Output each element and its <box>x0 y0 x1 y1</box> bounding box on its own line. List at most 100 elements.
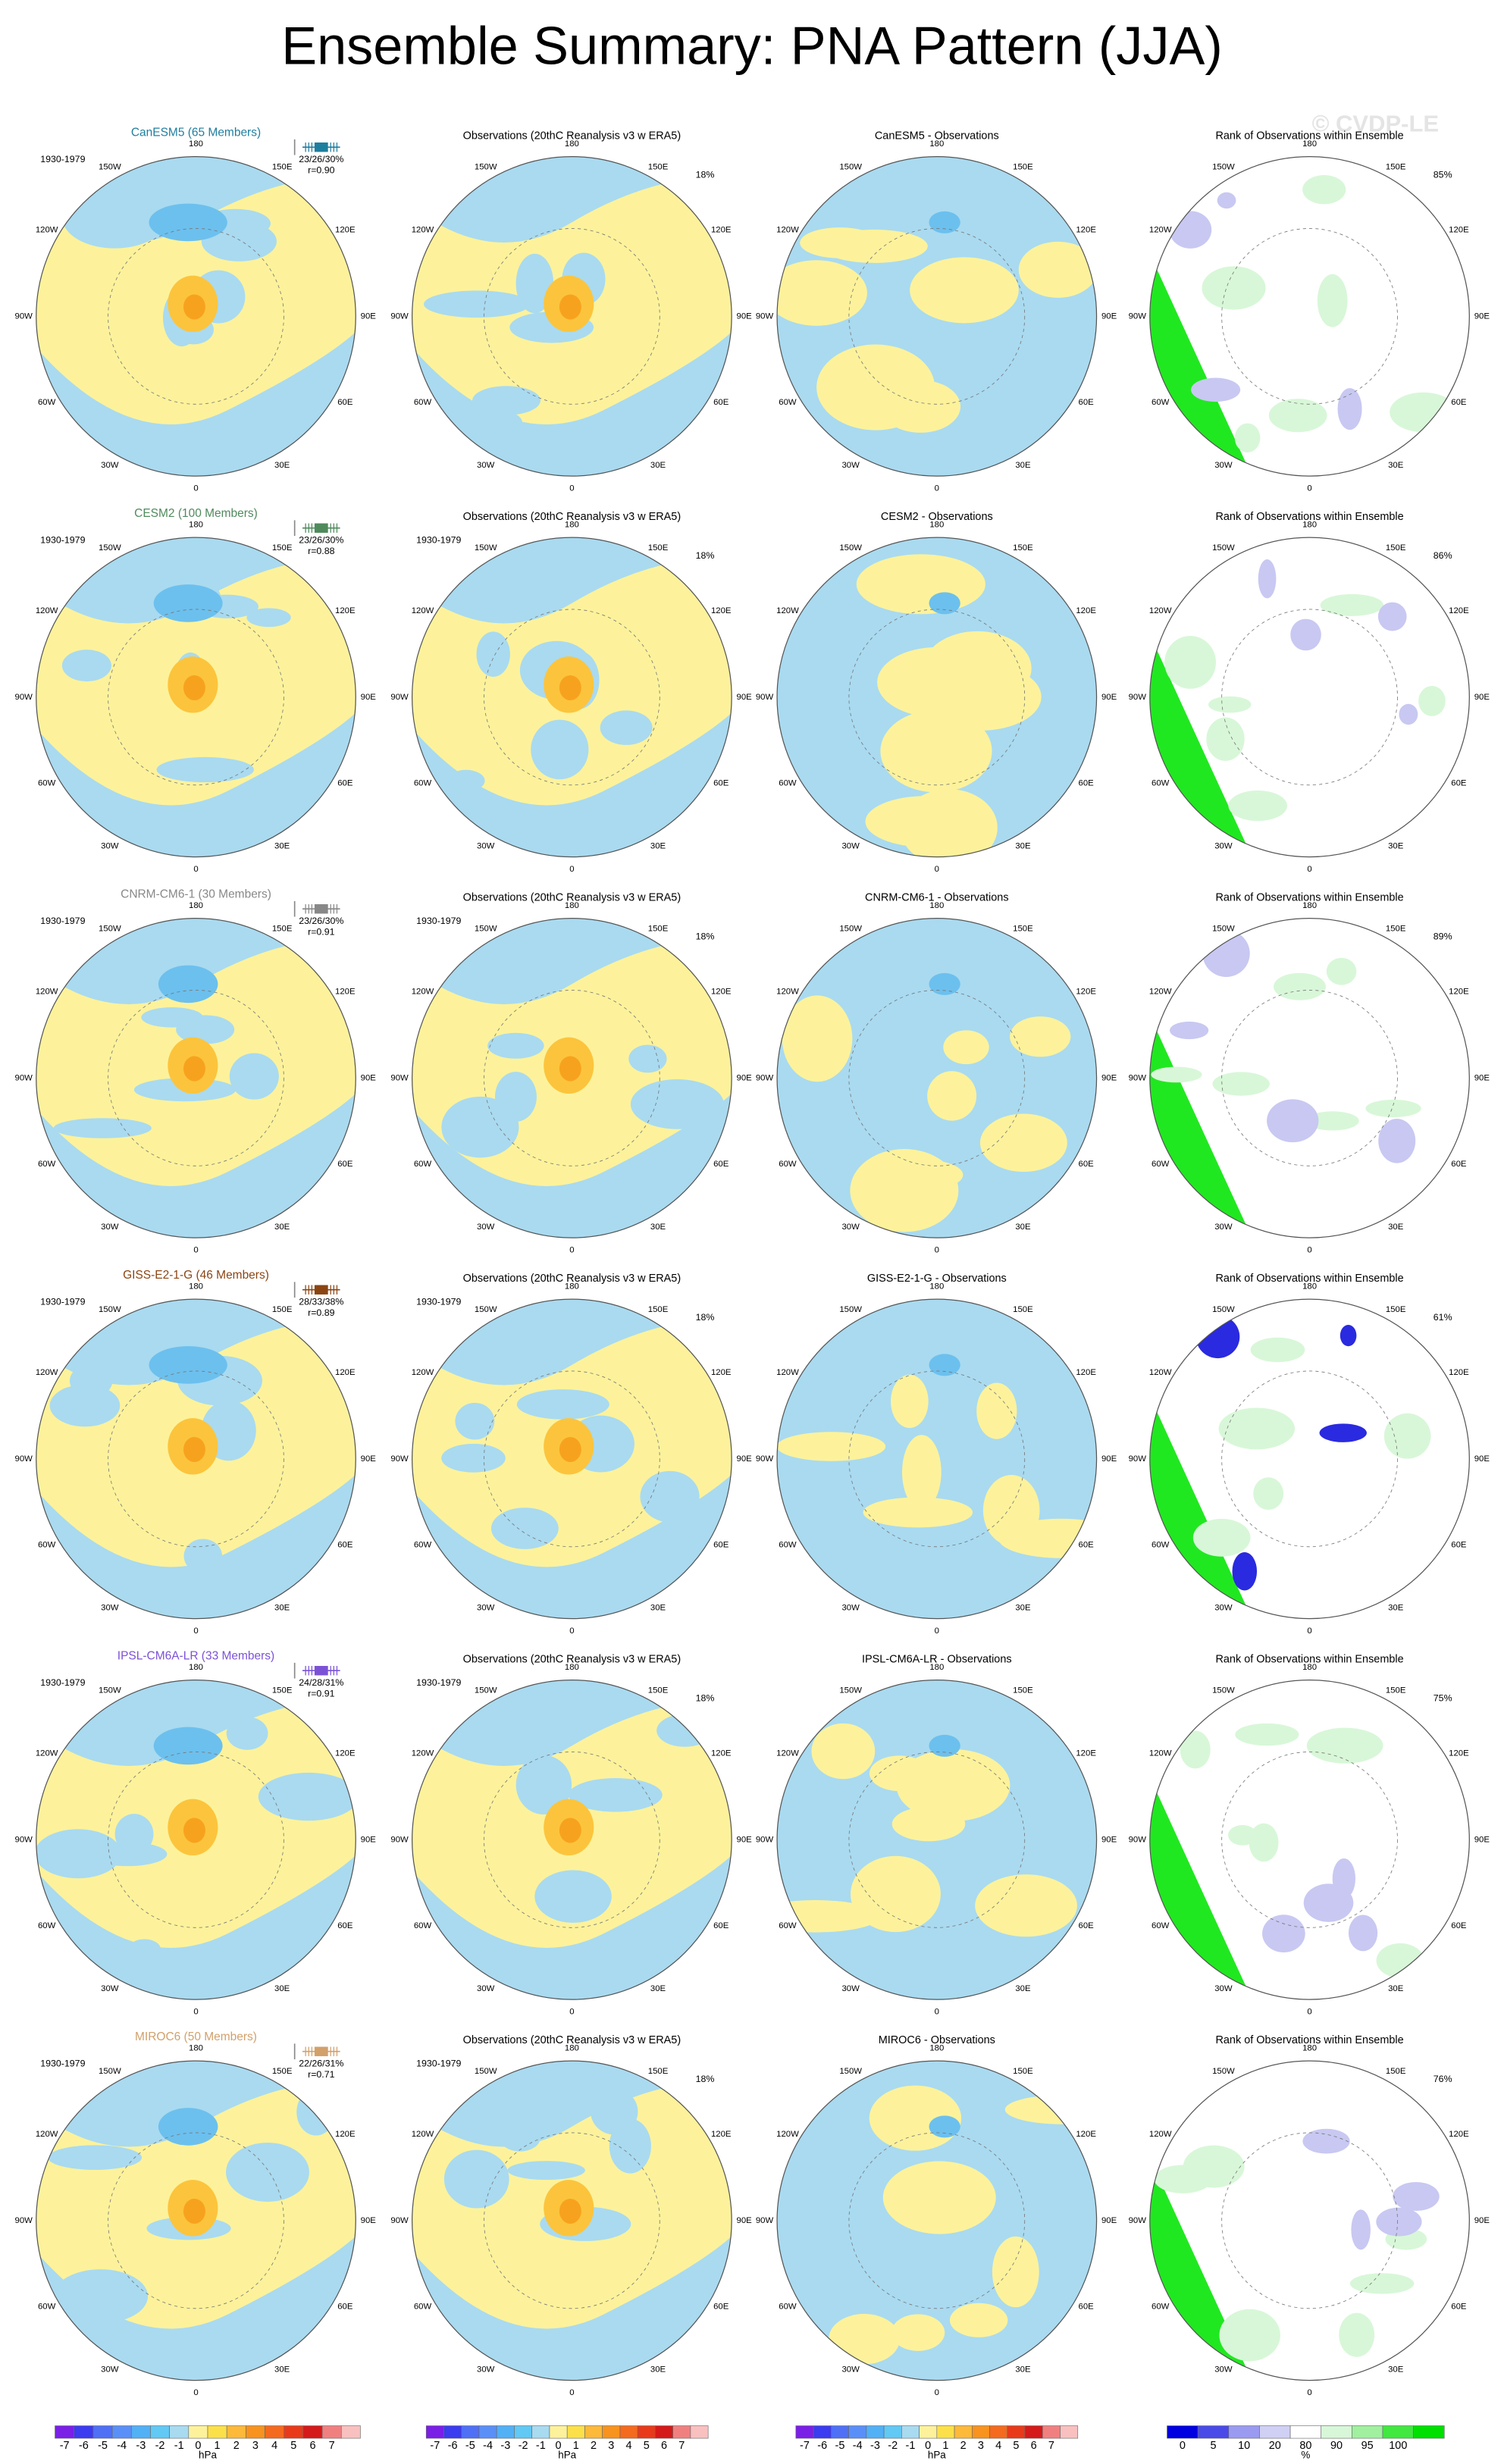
negative-blob <box>183 1539 223 1573</box>
obs-title: Observations (20thC Reanalysis v3 w ERA5… <box>463 130 682 142</box>
longitude-label: 90W <box>390 693 409 702</box>
longitude-label: 60E <box>1451 779 1467 788</box>
correlation: r=0.90 <box>308 164 335 175</box>
negative-blob <box>443 2149 509 2209</box>
colorbar-box <box>848 2425 867 2439</box>
longitude-label: 90E <box>737 1073 753 1082</box>
longitude-label: 30W <box>841 842 860 851</box>
negative-blob <box>156 756 254 783</box>
longitude-label: 120W <box>412 1749 434 1758</box>
negative-blob <box>490 1508 559 1549</box>
longitude-label: 60W <box>38 1921 56 1930</box>
colorbar-box <box>226 2425 246 2439</box>
longitude-label: 0 <box>193 1626 198 1636</box>
watermark: © CVDP-LE <box>1312 110 1439 136</box>
rank-pct: 76% <box>1434 2074 1452 2084</box>
colorbar-box <box>1167 2425 1198 2439</box>
obs-period: 1930-1979 <box>416 535 461 546</box>
longitude-label: 180 <box>565 2044 579 2053</box>
colorbar-box <box>425 2425 444 2439</box>
rank-high-blob <box>1273 972 1326 1000</box>
longitude-label: 0 <box>1307 1626 1311 1636</box>
rank-high-blob <box>1339 2312 1375 2357</box>
longitude-label: 90E <box>1474 2216 1490 2225</box>
longitude-label: 90E <box>737 1454 753 1464</box>
colorbar-label: -6 <box>448 2440 458 2452</box>
colorbar-box <box>130 2425 151 2439</box>
obs-pct: 18% <box>696 170 715 180</box>
rank-low-blob <box>1191 377 1241 402</box>
arctic-outline <box>108 2132 284 2309</box>
positive-blob <box>811 1723 876 1780</box>
longitude-label: 120W <box>412 1368 434 1377</box>
stats: 23/26/30% <box>299 154 343 164</box>
longitude-label: 30E <box>1015 461 1031 470</box>
map-border <box>776 1679 1098 2000</box>
longitude-label: 150W <box>839 2067 862 2076</box>
positive-blob <box>869 1755 930 1792</box>
negative-core <box>929 972 960 995</box>
diff-title: GISS-E2-1-G - Observations <box>867 1273 1007 1285</box>
negative-ring <box>412 712 732 857</box>
colorbar-box <box>1352 2425 1383 2439</box>
longitude-label: 150E <box>272 925 293 934</box>
colorbar-box <box>246 2425 265 2439</box>
negative-ring <box>36 1474 356 1619</box>
longitude-label: 30W <box>477 1984 495 1993</box>
longitude-label: 180 <box>929 2044 944 2053</box>
rank-pct: 75% <box>1434 1693 1452 1704</box>
negative-core <box>929 592 960 615</box>
longitude-label: 150W <box>1212 1686 1235 1695</box>
longitude-label: 180 <box>189 1663 203 1672</box>
longitude-label: 60W <box>38 1160 56 1169</box>
longitude-label: 30W <box>841 1223 860 1232</box>
rank-high-blob <box>1228 1824 1258 1846</box>
longitude-label: 150W <box>475 2067 497 2076</box>
colorbar-box <box>514 2425 533 2439</box>
rank-low-blob <box>1337 388 1362 430</box>
positive-peak <box>559 294 581 320</box>
rank-low-blob <box>1303 1883 1354 1922</box>
longitude-label: 90W <box>756 312 774 321</box>
rank-title: Rank of Observations within Ensemble <box>1215 511 1403 523</box>
colorbar-label: 5 <box>1210 2440 1216 2452</box>
positive-blob <box>910 257 1019 324</box>
longitude-label: 90W <box>756 1835 774 1844</box>
negative-blob <box>531 719 589 780</box>
negative-blob <box>226 2142 309 2202</box>
colorbar-label: -3 <box>870 2440 880 2452</box>
negative-ring <box>412 1474 732 1619</box>
longitude-label: 120W <box>776 226 799 235</box>
negative-core <box>153 1727 223 1765</box>
longitude-label: 150W <box>475 543 497 553</box>
longitude-label: 60E <box>1079 2303 1095 2312</box>
longitude-label: 0 <box>1307 865 1311 874</box>
colorbar-box <box>954 2425 973 2439</box>
longitude-label: 90E <box>361 1454 377 1464</box>
stats: 28/33/38% <box>299 1297 343 1307</box>
map <box>36 537 356 857</box>
longitude-label: 0 <box>935 1246 939 1255</box>
longitude-label: 120E <box>1449 226 1469 235</box>
rank-pct: 89% <box>1434 931 1452 942</box>
longitude-label: 0 <box>935 484 939 493</box>
colorbar-label: -1 <box>174 2440 184 2452</box>
longitude-label: 30W <box>1214 1223 1233 1232</box>
longitude-label: 150E <box>1013 1305 1033 1314</box>
colorbar-box <box>1289 2425 1322 2439</box>
longitude-label: 150E <box>648 925 669 934</box>
positive-peak <box>183 2198 205 2224</box>
colorbar-box <box>1007 2425 1026 2439</box>
longitude-label: 60W <box>414 2303 432 2312</box>
longitude-label: 120E <box>1449 1368 1469 1377</box>
longitude-label: 180 <box>1302 1663 1317 1672</box>
longitude-label: 90W <box>15 1835 33 1844</box>
stats: 23/26/30% <box>299 916 343 926</box>
longitude-label: 120E <box>335 226 356 235</box>
longitude-label: 30E <box>650 1604 666 1613</box>
longitude-label: 120W <box>412 2130 434 2139</box>
longitude-label: 90W <box>756 2216 774 2225</box>
longitude-label: 90W <box>756 1073 774 1082</box>
longitude-label: 120E <box>1449 1749 1469 1758</box>
obs-pct: 18% <box>696 931 715 942</box>
